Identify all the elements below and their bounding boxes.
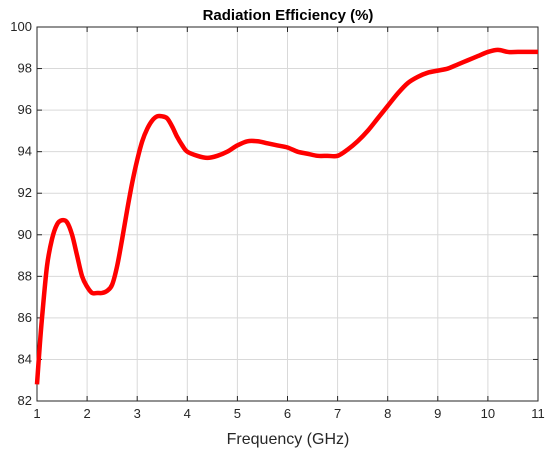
y-tick-label: 90 [18,227,32,242]
y-tick-label: 92 [18,185,32,200]
series-layer [34,47,538,385]
y-tick-label: 96 [18,102,32,117]
y-tick-label: 84 [18,351,32,366]
x-tick-label: 3 [134,406,141,421]
x-tick-label: 2 [83,406,90,421]
x-tick-label: 5 [234,406,241,421]
x-axis-label: Frequency (GHz) [227,431,350,448]
y-tick-label: 86 [18,310,32,325]
axis-ticks: 1 2 3 4 5 6 7 8 9 10 11 82 84 86 88 90 92 94 96 98 100 [10,19,544,421]
x-tick-label: 9 [434,406,441,421]
y-tick-label: 94 [18,144,32,159]
x-tick-label: 1 [33,406,40,421]
x-tick-label: 7 [334,406,341,421]
y-tick-label: 98 [18,61,32,76]
y-tick-label: 82 [18,393,32,408]
x-tick-label: 8 [384,406,391,421]
x-tick-label: 11 [531,406,545,421]
series-line-0 [34,47,538,385]
y-tick-label: 100 [10,19,32,34]
x-tick-label: 4 [184,406,191,421]
y-tick-label: 88 [18,268,32,283]
grid [36,26,539,402]
x-tick-label: 6 [284,406,291,421]
x-tick-label: 10 [481,406,495,421]
chart-title: Radiation Efficiency (%) [203,7,374,24]
